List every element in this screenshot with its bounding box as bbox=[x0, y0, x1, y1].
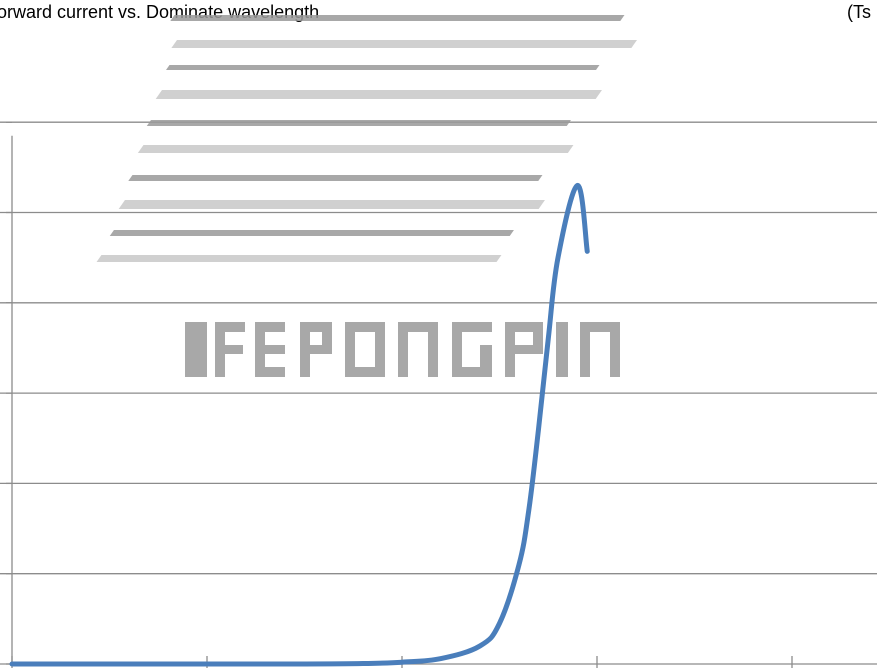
series-layer bbox=[9, 182, 590, 667]
test-condition-label: (Ts bbox=[847, 2, 871, 22]
series-line bbox=[9, 182, 590, 667]
grid bbox=[0, 121, 877, 668]
watermark-logo bbox=[96, 15, 637, 377]
